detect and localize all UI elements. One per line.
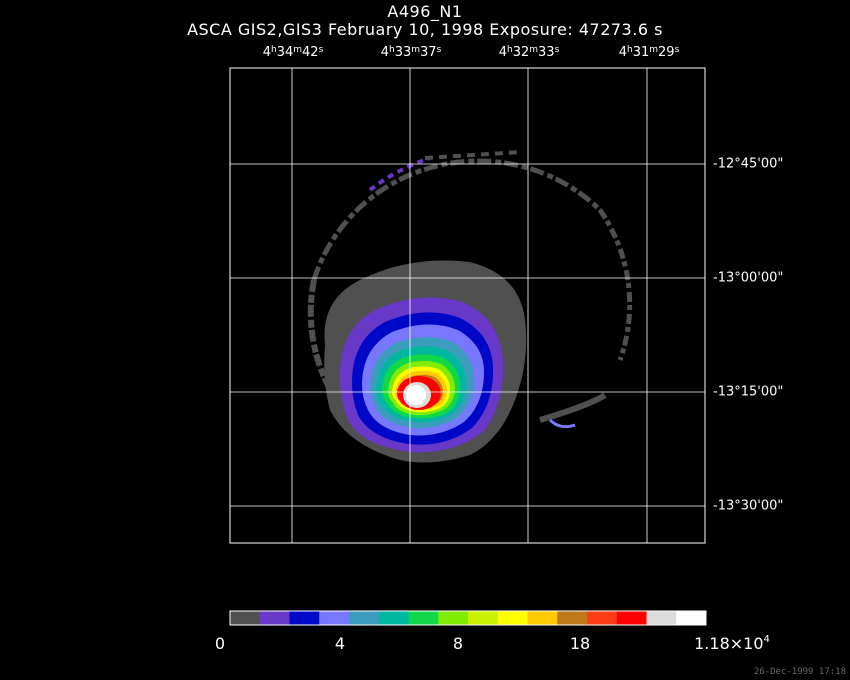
detector-rim	[548, 418, 576, 429]
colorbar-swatch	[616, 611, 647, 625]
detector-rim	[368, 156, 431, 192]
colorbar-swatch	[349, 611, 380, 625]
colorbar	[230, 611, 707, 625]
detector-rim	[539, 392, 607, 423]
colorbar-swatch	[408, 611, 439, 625]
dec-label: -12°45'00"	[713, 156, 784, 172]
colorbar-swatch	[259, 611, 290, 625]
colorbar-swatch	[438, 611, 469, 625]
image-title: A496_N1	[387, 2, 463, 21]
colorbar-label: 0	[214, 634, 226, 653]
colorbar-swatch	[319, 611, 350, 625]
colorbar-swatch	[289, 611, 320, 625]
colorbar-swatch	[527, 611, 558, 625]
timestamp: 26-Dec-1999 17:18	[753, 667, 846, 677]
colorbar-label: 18	[569, 634, 591, 653]
detector-rim	[597, 208, 633, 361]
colorbar-frame	[229, 610, 707, 626]
coordinate-grid	[230, 68, 705, 543]
ra-label: 4h34m42s	[262, 45, 324, 60]
colorbar-label: 8	[452, 634, 464, 653]
detector-rim	[311, 158, 602, 281]
colorbar-label: 4	[334, 634, 346, 653]
colorbar-label: 1.18×104	[694, 634, 770, 653]
colorbar-swatch	[646, 611, 677, 625]
colorbar-swatch	[468, 611, 499, 625]
dec-label: -13°30'00"	[713, 498, 784, 514]
xray-emission	[307, 150, 633, 463]
emission-contour	[406, 385, 426, 405]
colorbar-swatch	[676, 611, 707, 625]
dec-label: -13°15'00"	[713, 384, 784, 400]
colorbar-swatch	[587, 611, 618, 625]
detector-rim	[424, 150, 521, 160]
colorbar-swatch	[230, 611, 261, 625]
colorbar-swatch	[497, 611, 528, 625]
ra-label: 4h33m37s	[380, 45, 442, 60]
image-subtitle: ASCA GIS2,GIS3 February 10, 1998 Exposur…	[187, 20, 663, 39]
colorbar-swatch	[557, 611, 588, 625]
ra-label: 4h31m29s	[618, 45, 680, 60]
dec-label: -13°00'00"	[713, 270, 784, 286]
colorbar-swatch	[378, 611, 409, 625]
image-frame	[229, 67, 706, 544]
ra-label: 4h32m33s	[498, 45, 560, 60]
